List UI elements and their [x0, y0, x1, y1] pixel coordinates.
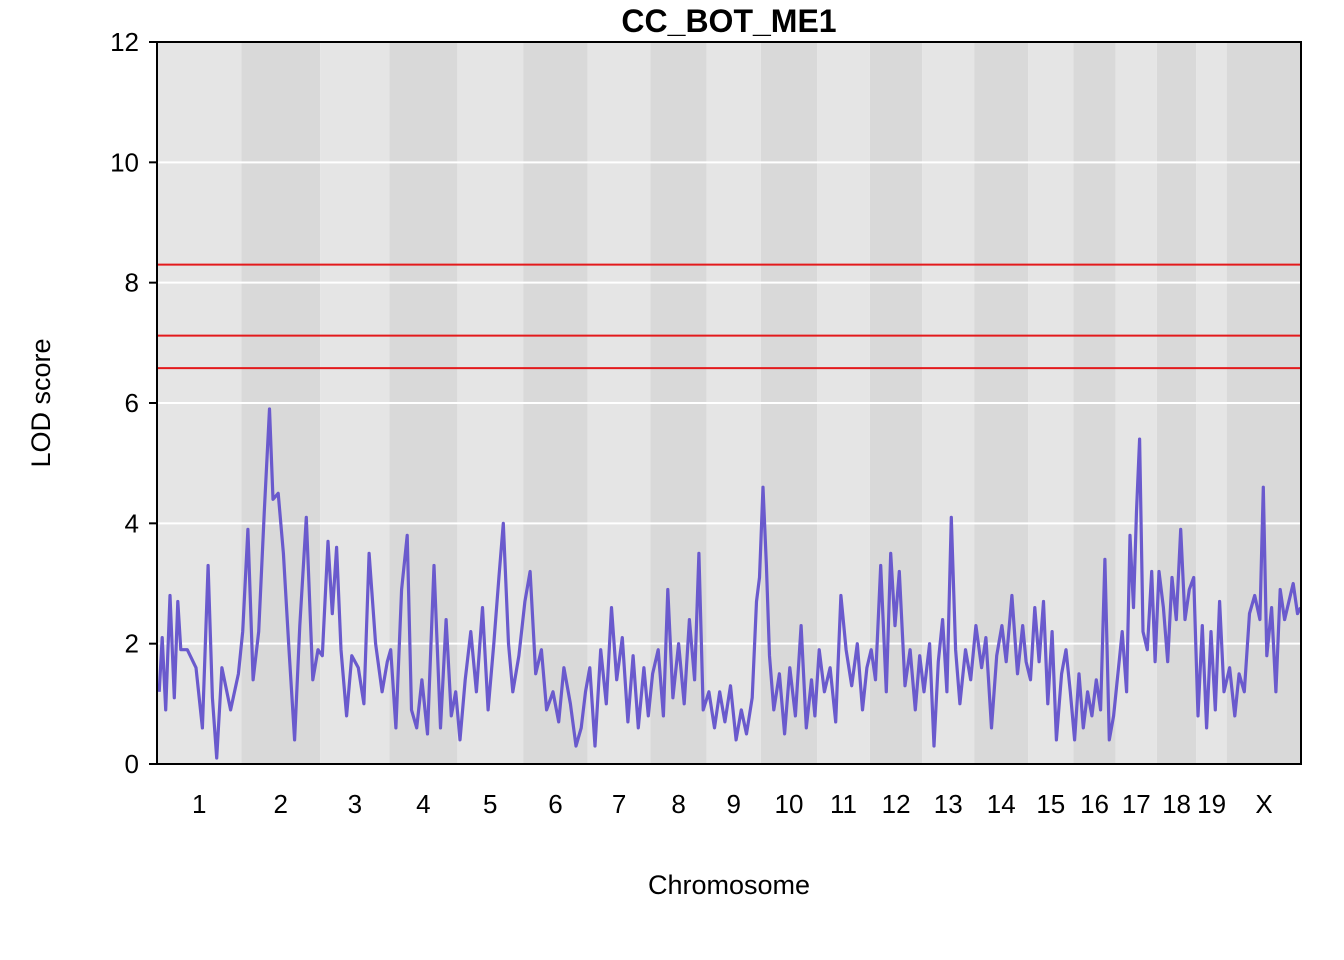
y-tick-label-0: 0 [125, 749, 139, 779]
lod-series-line [157, 407, 1303, 760]
x-axis-label: Chromosome [648, 870, 810, 900]
x-tick-label-11: 11 [830, 789, 857, 819]
gridlines [157, 161, 1301, 645]
x-tick-label-9: 9 [727, 789, 741, 819]
x-tick-label-19: 19 [1197, 789, 1226, 819]
x-tick-label-14: 14 [987, 789, 1016, 819]
y-axis: 0 2 4 6 8 10 12 [110, 27, 158, 779]
x-tick-label-1: 1 [192, 789, 206, 819]
x-tick-label-18: 18 [1162, 789, 1191, 819]
y-tick-label-8: 8 [125, 268, 139, 298]
x-tick-label-4: 4 [416, 789, 430, 819]
y-tick-label-2: 2 [125, 629, 139, 659]
x-tick-label-X: X [1255, 789, 1272, 819]
x-axis: 1 2 3 4 5 6 7 8 9 10 11 12 13 14 15 16 17 18 19 X [192, 789, 1273, 819]
x-tick-label-6: 6 [548, 789, 562, 819]
x-tick-label-13: 13 [934, 789, 963, 819]
x-tick-label-8: 8 [671, 789, 685, 819]
x-tick-label-3: 3 [348, 789, 362, 819]
y-tick-label-10: 10 [110, 147, 139, 177]
y-tick-label-12: 12 [110, 27, 139, 57]
x-tick-label-12: 12 [882, 789, 911, 819]
y-axis-label: LOD score [26, 338, 56, 467]
y-tick-label-4: 4 [125, 508, 139, 538]
x-tick-label-15: 15 [1036, 789, 1065, 819]
threshold-lines [157, 263, 1301, 370]
y-tick-label-6: 6 [125, 388, 139, 418]
x-tick-label-16: 16 [1080, 789, 1109, 819]
x-tick-label-17: 17 [1122, 789, 1151, 819]
x-tick-label-10: 10 [774, 789, 803, 819]
x-tick-label-2: 2 [274, 789, 288, 819]
x-tick-label-7: 7 [612, 789, 626, 819]
chart-title: CC_BOT_ME1 [621, 3, 836, 39]
x-tick-label-5: 5 [483, 789, 497, 819]
